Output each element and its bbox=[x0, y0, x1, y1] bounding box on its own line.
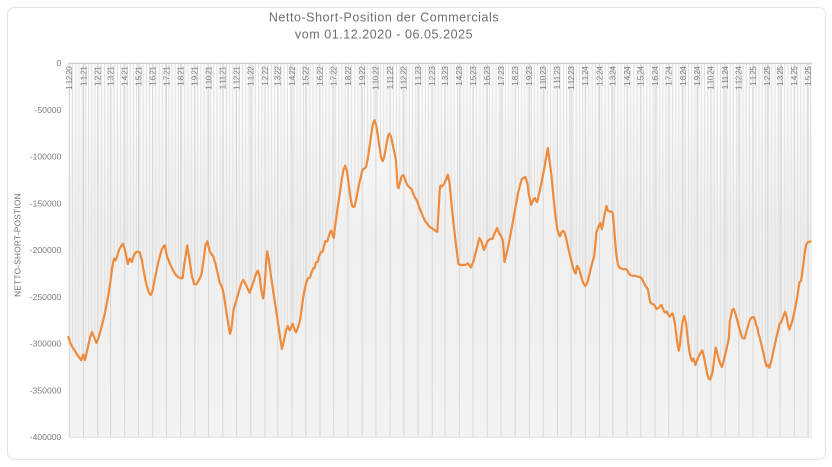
svg-text:0: 0 bbox=[57, 58, 62, 68]
svg-text:1.9.21: 1.9.21 bbox=[191, 66, 200, 86]
svg-text:1.1.21: 1.1.21 bbox=[79, 66, 88, 86]
svg-text:1.1.22: 1.1.22 bbox=[247, 66, 256, 86]
svg-text:1.12.23: 1.12.23 bbox=[567, 66, 576, 90]
svg-text:1.11.23: 1.11.23 bbox=[553, 66, 562, 90]
svg-text:1.9.22: 1.9.22 bbox=[358, 66, 367, 86]
svg-text:-200000: -200000 bbox=[30, 245, 62, 255]
svg-text:-100000: -100000 bbox=[30, 152, 62, 162]
svg-text:1.10.23: 1.10.23 bbox=[539, 66, 548, 90]
svg-text:-250000: -250000 bbox=[30, 292, 62, 302]
svg-text:1.8.22: 1.8.22 bbox=[344, 66, 353, 86]
svg-text:1.3.23: 1.3.23 bbox=[441, 66, 450, 86]
svg-text:1.6.21: 1.6.21 bbox=[149, 66, 158, 86]
svg-text:-300000: -300000 bbox=[30, 339, 62, 349]
svg-text:1.5.22: 1.5.22 bbox=[302, 66, 311, 86]
svg-text:1.4.22: 1.4.22 bbox=[288, 66, 297, 86]
svg-text:vom 01.12.2020 - 06.05.2025: vom 01.12.2020 - 06.05.2025 bbox=[295, 28, 473, 42]
svg-text:1.12.24: 1.12.24 bbox=[735, 66, 744, 90]
svg-text:1.12.21: 1.12.21 bbox=[232, 66, 241, 90]
svg-text:1.2.25: 1.2.25 bbox=[763, 66, 772, 86]
svg-text:1.6.22: 1.6.22 bbox=[316, 66, 325, 86]
svg-text:1.2.21: 1.2.21 bbox=[94, 66, 103, 86]
svg-text:1.5.21: 1.5.21 bbox=[134, 66, 143, 86]
svg-text:1.4.21: 1.4.21 bbox=[121, 66, 130, 86]
svg-text:1.7.21: 1.7.21 bbox=[162, 66, 171, 86]
svg-text:1.12.22: 1.12.22 bbox=[400, 66, 409, 90]
svg-text:1.12.20: 1.12.20 bbox=[65, 66, 74, 90]
svg-text:1.11.21: 1.11.21 bbox=[219, 66, 228, 90]
svg-text:1.1.25: 1.1.25 bbox=[749, 66, 758, 86]
svg-text:1.6.24: 1.6.24 bbox=[651, 66, 660, 86]
svg-text:1.3.25: 1.3.25 bbox=[776, 66, 785, 86]
svg-text:1.3.22: 1.3.22 bbox=[274, 66, 283, 86]
svg-text:1.5.25: 1.5.25 bbox=[804, 66, 813, 86]
svg-text:1.2.24: 1.2.24 bbox=[595, 66, 604, 86]
svg-text:1.7.24: 1.7.24 bbox=[665, 66, 674, 86]
svg-text:1.9.24: 1.9.24 bbox=[693, 66, 702, 86]
svg-text:NETTO-SHORT-POSTION: NETTO-SHORT-POSTION bbox=[14, 193, 23, 297]
svg-text:1.11.22: 1.11.22 bbox=[386, 66, 395, 90]
svg-text:1.7.22: 1.7.22 bbox=[330, 66, 339, 86]
svg-text:1.8.23: 1.8.23 bbox=[511, 66, 520, 86]
svg-text:-350000: -350000 bbox=[30, 385, 62, 395]
svg-text:1.8.21: 1.8.21 bbox=[176, 66, 185, 86]
svg-text:1.3.21: 1.3.21 bbox=[106, 66, 115, 86]
svg-text:1.10.21: 1.10.21 bbox=[204, 66, 213, 90]
svg-text:-150000: -150000 bbox=[30, 198, 62, 208]
svg-text:1.6.23: 1.6.23 bbox=[483, 66, 492, 86]
svg-text:1.7.23: 1.7.23 bbox=[497, 66, 506, 86]
svg-text:1.4.25: 1.4.25 bbox=[790, 66, 799, 86]
svg-text:Netto-Short-Position der Comme: Netto-Short-Position der Commercials bbox=[269, 11, 499, 25]
svg-text:-400000: -400000 bbox=[30, 432, 62, 442]
svg-text:1.9.23: 1.9.23 bbox=[525, 66, 534, 86]
svg-text:1.4.23: 1.4.23 bbox=[455, 66, 464, 86]
svg-text:1.2.23: 1.2.23 bbox=[428, 66, 437, 86]
svg-text:1.4.24: 1.4.24 bbox=[623, 66, 632, 86]
svg-text:1.1.23: 1.1.23 bbox=[414, 66, 423, 86]
svg-text:1.2.22: 1.2.22 bbox=[261, 66, 270, 86]
svg-text:1.8.24: 1.8.24 bbox=[679, 66, 688, 86]
svg-text:-50000: -50000 bbox=[35, 105, 62, 115]
svg-text:1.11.24: 1.11.24 bbox=[721, 66, 730, 90]
svg-text:1.3.24: 1.3.24 bbox=[609, 66, 618, 86]
svg-text:1.10.22: 1.10.22 bbox=[372, 66, 381, 90]
svg-text:1.10.24: 1.10.24 bbox=[707, 66, 716, 90]
svg-text:1.5.23: 1.5.23 bbox=[469, 66, 478, 86]
svg-text:1.5.24: 1.5.24 bbox=[637, 66, 646, 86]
svg-text:1.1.24: 1.1.24 bbox=[581, 66, 590, 86]
